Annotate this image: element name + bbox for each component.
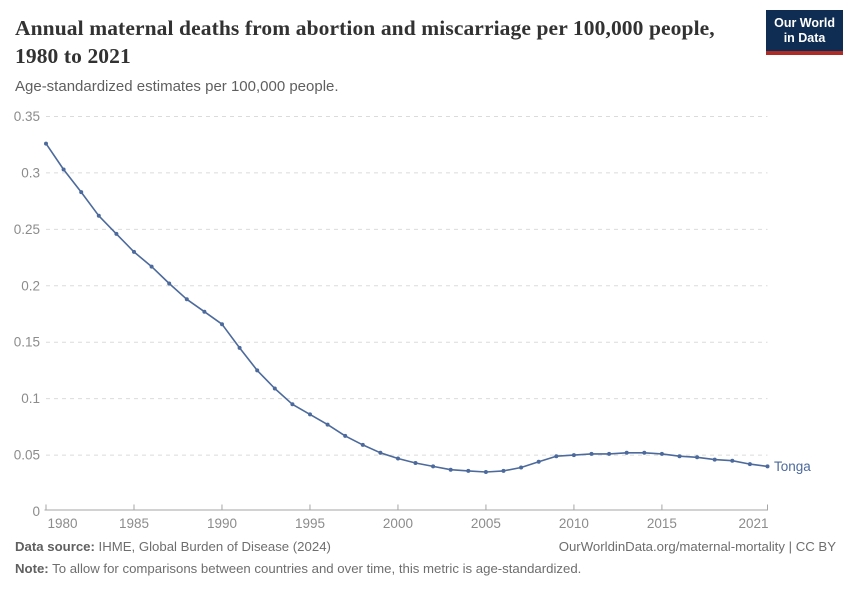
data-point[interactable] <box>712 457 717 462</box>
data-source-text: Data source: IHME, Global Burden of Dise… <box>15 539 331 554</box>
data-point[interactable] <box>149 264 154 269</box>
y-axis-tick-label: 0.35 <box>14 109 40 124</box>
data-point[interactable] <box>114 231 119 236</box>
y-axis-tick-label: 0.15 <box>14 335 40 350</box>
data-point[interactable] <box>325 422 330 427</box>
owid-logo[interactable]: Our World in Data <box>766 10 843 55</box>
data-point[interactable] <box>747 462 752 467</box>
x-axis-tick-label: 2021 <box>738 516 768 531</box>
data-point[interactable] <box>79 190 84 195</box>
data-point[interactable] <box>255 368 260 373</box>
owid-logo-text-line2: in Data <box>783 31 826 45</box>
data-point[interactable] <box>396 456 400 461</box>
data-point[interactable] <box>44 141 48 146</box>
data-point[interactable] <box>96 213 101 218</box>
data-point[interactable] <box>220 322 224 327</box>
series-end-label-tonga[interactable]: Tonga <box>774 459 811 474</box>
x-axis-tick-label: 1985 <box>119 516 149 531</box>
series-line-tonga[interactable] <box>45 142 769 473</box>
data-point[interactable] <box>167 281 172 286</box>
chart-title: Annual maternal deaths from abortion and… <box>15 16 715 69</box>
chart-header: Annual maternal deaths from abortion and… <box>15 14 720 95</box>
note-text: Note: To allow for comparisons between c… <box>15 561 582 576</box>
data-point[interactable] <box>237 345 242 350</box>
x-axis-tick-label: 1995 <box>295 516 325 531</box>
data-point[interactable] <box>431 464 436 469</box>
data-point[interactable] <box>290 402 295 407</box>
data-point[interactable] <box>308 412 312 417</box>
data-point[interactable] <box>642 450 647 455</box>
chart-footer: Data source: IHME, Global Burden of Dise… <box>15 539 836 577</box>
chart-canvas: 0 0.05 0.1 0.15 0.2 0.25 0.3 0.35 1980 1985 1990 19… <box>14 109 812 531</box>
x-axis-tick-label: 2010 <box>559 516 589 531</box>
x-axis-tick-label: 1980 <box>48 516 78 531</box>
data-point[interactable] <box>536 459 541 464</box>
data-point[interactable] <box>483 470 488 474</box>
data-point[interactable] <box>519 465 524 470</box>
data-point[interactable] <box>501 468 506 473</box>
y-axis-tick-label: 0.2 <box>21 278 40 293</box>
data-point[interactable] <box>607 451 612 456</box>
data-point[interactable] <box>466 468 471 473</box>
data-point[interactable] <box>378 450 383 455</box>
data-point[interactable] <box>624 450 629 455</box>
y-axis-tick-label: 0.3 <box>21 165 40 180</box>
data-point[interactable] <box>730 458 735 463</box>
data-point[interactable] <box>765 464 770 469</box>
chart-subtitle: Age-standardized estimates per 100,000 p… <box>15 77 339 95</box>
x-axis-tick-label: 2005 <box>471 516 501 531</box>
data-point[interactable] <box>695 455 700 460</box>
data-point[interactable] <box>184 297 189 302</box>
y-axis-tick-label: 0.25 <box>14 222 40 237</box>
x-axis-tick-label: 1990 <box>207 516 237 531</box>
owid-logo-text-line1: Our World <box>774 16 835 30</box>
y-axis-tick-label: 0.1 <box>21 391 40 406</box>
data-point[interactable] <box>61 167 66 172</box>
credit-link[interactable]: OurWorldinData.org/maternal-mortality | … <box>558 539 836 554</box>
data-point[interactable] <box>343 433 348 438</box>
data-point[interactable] <box>589 451 594 456</box>
data-point[interactable] <box>132 249 136 254</box>
y-axis-tick-label: 0.05 <box>14 448 40 463</box>
data-point[interactable] <box>554 454 559 459</box>
data-source-label: Data source: <box>15 539 95 554</box>
data-point[interactable] <box>272 386 277 391</box>
data-point[interactable] <box>360 442 365 447</box>
x-axis-tick-label: 2000 <box>383 516 413 531</box>
y-axis-tick-label: 0 <box>32 504 40 519</box>
x-axis-tick-label: 2015 <box>647 516 677 531</box>
note-label: Note: <box>15 561 49 576</box>
data-point[interactable] <box>448 467 453 472</box>
data-point[interactable] <box>677 454 682 459</box>
data-point[interactable] <box>202 309 207 314</box>
data-point[interactable] <box>659 451 664 456</box>
data-point[interactable] <box>571 453 576 458</box>
data-point[interactable] <box>413 461 418 465</box>
